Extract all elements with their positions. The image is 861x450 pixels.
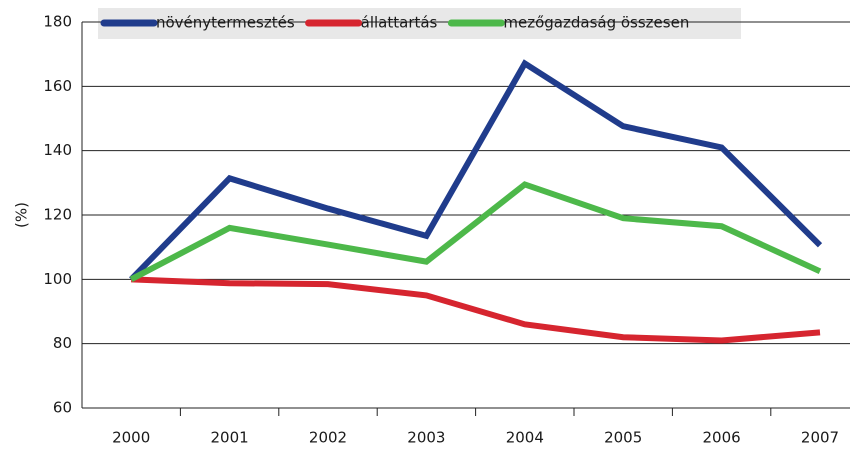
x-tick-label: 2003 [407, 429, 445, 447]
x-tick-label: 2002 [309, 429, 347, 447]
series-line [131, 276, 821, 344]
y-tick-label: 140 [43, 141, 72, 159]
x-tick-label: 2004 [506, 429, 544, 447]
x-tick-label: 2001 [211, 429, 249, 447]
y-tick-label: 80 [53, 334, 72, 352]
legend-label: növénytermesztés [156, 14, 295, 32]
series-line [129, 59, 823, 282]
y-tick-label: 60 [53, 399, 72, 417]
legend-background [98, 8, 741, 39]
y-tick-label: 100 [43, 270, 72, 288]
y-tick-label: 160 [43, 77, 72, 95]
y-tick-label: 180 [43, 13, 72, 31]
x-tick-label: 2005 [604, 429, 642, 447]
x-tick-label: 2006 [703, 429, 741, 447]
legend-label: állattartás [361, 14, 438, 32]
y-tick-label: 120 [43, 206, 72, 224]
legend-label: mezőgazdaság összesen [503, 14, 689, 32]
series-line [129, 181, 822, 282]
x-tick-label: 2007 [801, 429, 839, 447]
x-tick-label: 2000 [112, 429, 150, 447]
y-axis-label: (%) [13, 202, 31, 228]
